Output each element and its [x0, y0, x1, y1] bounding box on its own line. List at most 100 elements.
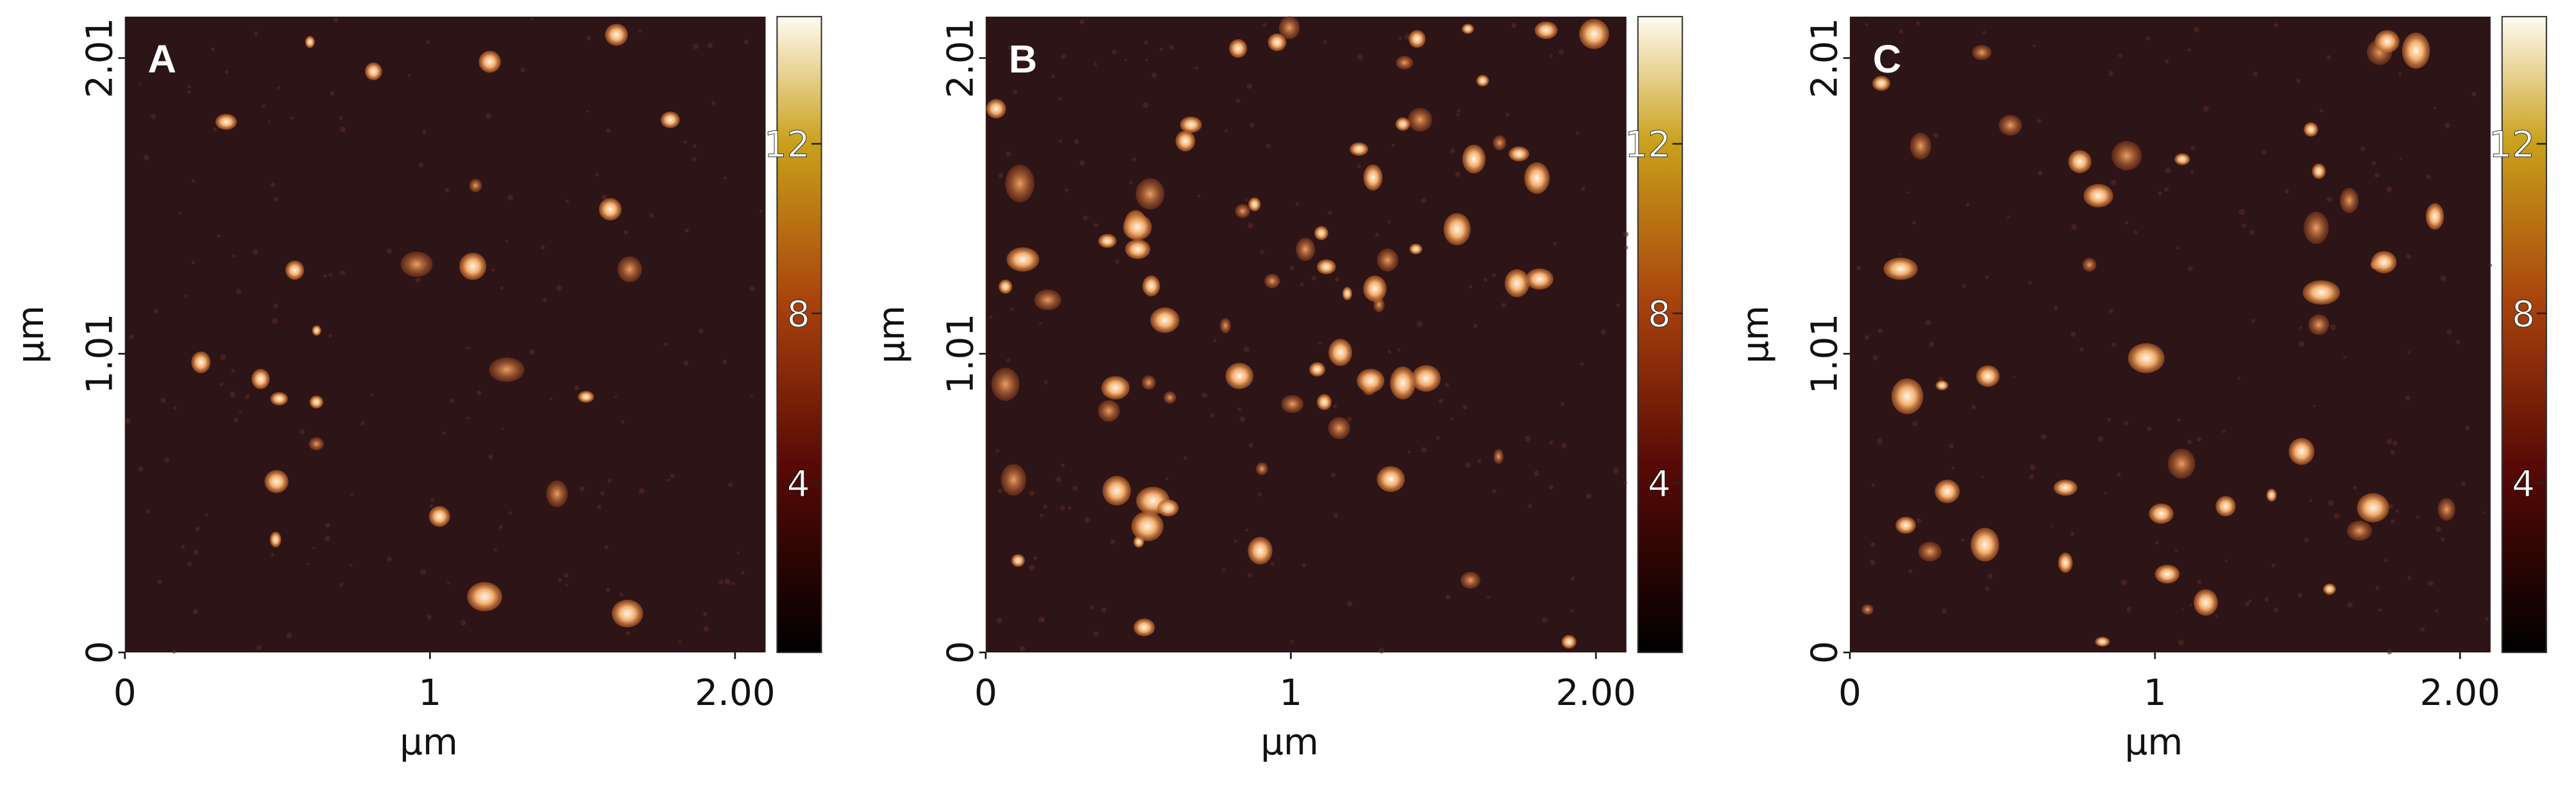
speck — [239, 411, 242, 414]
speck — [1044, 380, 1048, 385]
speck — [164, 457, 169, 463]
speck — [2037, 119, 2042, 123]
speck — [1271, 561, 1275, 566]
particle — [1579, 19, 1609, 49]
y-tick-label: 0 — [1804, 641, 1846, 664]
particle — [1895, 516, 1916, 534]
particle — [611, 599, 643, 628]
speck — [2033, 44, 2036, 47]
particle — [215, 114, 237, 130]
speck — [1561, 443, 1567, 449]
speck — [254, 31, 258, 36]
speck — [1877, 328, 1883, 334]
speck — [1501, 303, 1507, 308]
particle — [459, 252, 487, 280]
speck — [1962, 284, 1966, 289]
speck — [507, 194, 513, 201]
speck — [2214, 614, 2219, 618]
speck — [1877, 438, 1883, 444]
speck — [2284, 189, 2289, 194]
speck — [2298, 341, 2305, 347]
particle — [2346, 520, 2372, 541]
particle — [1972, 44, 1992, 60]
speck — [2328, 500, 2334, 506]
particle — [2339, 187, 2359, 214]
speck — [426, 40, 430, 44]
particle — [998, 279, 1013, 294]
particle — [1141, 375, 1156, 390]
speck — [2007, 216, 2010, 219]
particle — [364, 62, 382, 81]
speck — [2190, 169, 2194, 173]
speck — [2378, 608, 2382, 612]
particle — [1131, 511, 1164, 541]
y-axis-label: μm — [871, 305, 913, 364]
speck — [2393, 441, 2398, 446]
particle — [2068, 150, 2092, 173]
speck — [151, 114, 157, 119]
speck — [1951, 466, 1955, 470]
speck — [187, 85, 192, 89]
speck — [743, 39, 749, 44]
speck — [306, 563, 309, 566]
speck — [138, 466, 144, 472]
speck — [692, 157, 697, 162]
speck — [1981, 475, 1984, 479]
speck — [2012, 375, 2016, 379]
speck — [1201, 392, 1208, 398]
speck — [350, 493, 353, 496]
speck — [2126, 606, 2131, 612]
particle — [2289, 437, 2315, 465]
speck — [649, 213, 654, 218]
speck — [1266, 144, 1271, 149]
speck — [267, 120, 271, 123]
speck — [1129, 180, 1133, 184]
speck — [1300, 282, 1304, 287]
speck — [290, 116, 294, 120]
speck — [2420, 627, 2425, 632]
speck — [723, 176, 727, 180]
speck — [488, 454, 493, 459]
speck — [273, 303, 279, 309]
speck — [595, 173, 599, 176]
speck — [187, 90, 191, 94]
speck — [370, 393, 373, 397]
speck — [1012, 89, 1017, 94]
speck — [619, 592, 624, 597]
speck — [529, 349, 536, 355]
speck — [703, 625, 709, 632]
speck — [1982, 30, 1986, 34]
particle — [986, 99, 1006, 119]
speck — [614, 395, 618, 399]
speck — [1613, 468, 1619, 474]
speck — [1233, 539, 1237, 543]
particle — [1976, 365, 2000, 387]
particle — [467, 582, 502, 611]
speck — [1249, 123, 1255, 128]
speck — [759, 210, 763, 213]
particle — [1248, 197, 1261, 212]
speck — [990, 316, 993, 319]
particle — [1935, 479, 1960, 504]
speck — [2108, 71, 2114, 76]
particle — [1407, 108, 1432, 132]
speck — [1524, 436, 1531, 442]
particle — [1910, 133, 1931, 160]
speck — [2244, 601, 2250, 607]
particle — [1248, 536, 1273, 564]
speck — [2360, 146, 2366, 151]
particle — [469, 178, 482, 192]
particle — [1493, 449, 1504, 464]
speck — [2304, 538, 2309, 543]
speck — [1295, 201, 1299, 206]
speck — [2485, 617, 2489, 621]
speck — [1971, 404, 1976, 409]
speck — [2196, 437, 2201, 442]
speck — [1056, 477, 1062, 482]
speck — [173, 406, 177, 411]
particle — [2303, 280, 2340, 305]
speck — [703, 612, 708, 617]
speck — [2174, 549, 2178, 552]
particle — [2155, 564, 2180, 584]
